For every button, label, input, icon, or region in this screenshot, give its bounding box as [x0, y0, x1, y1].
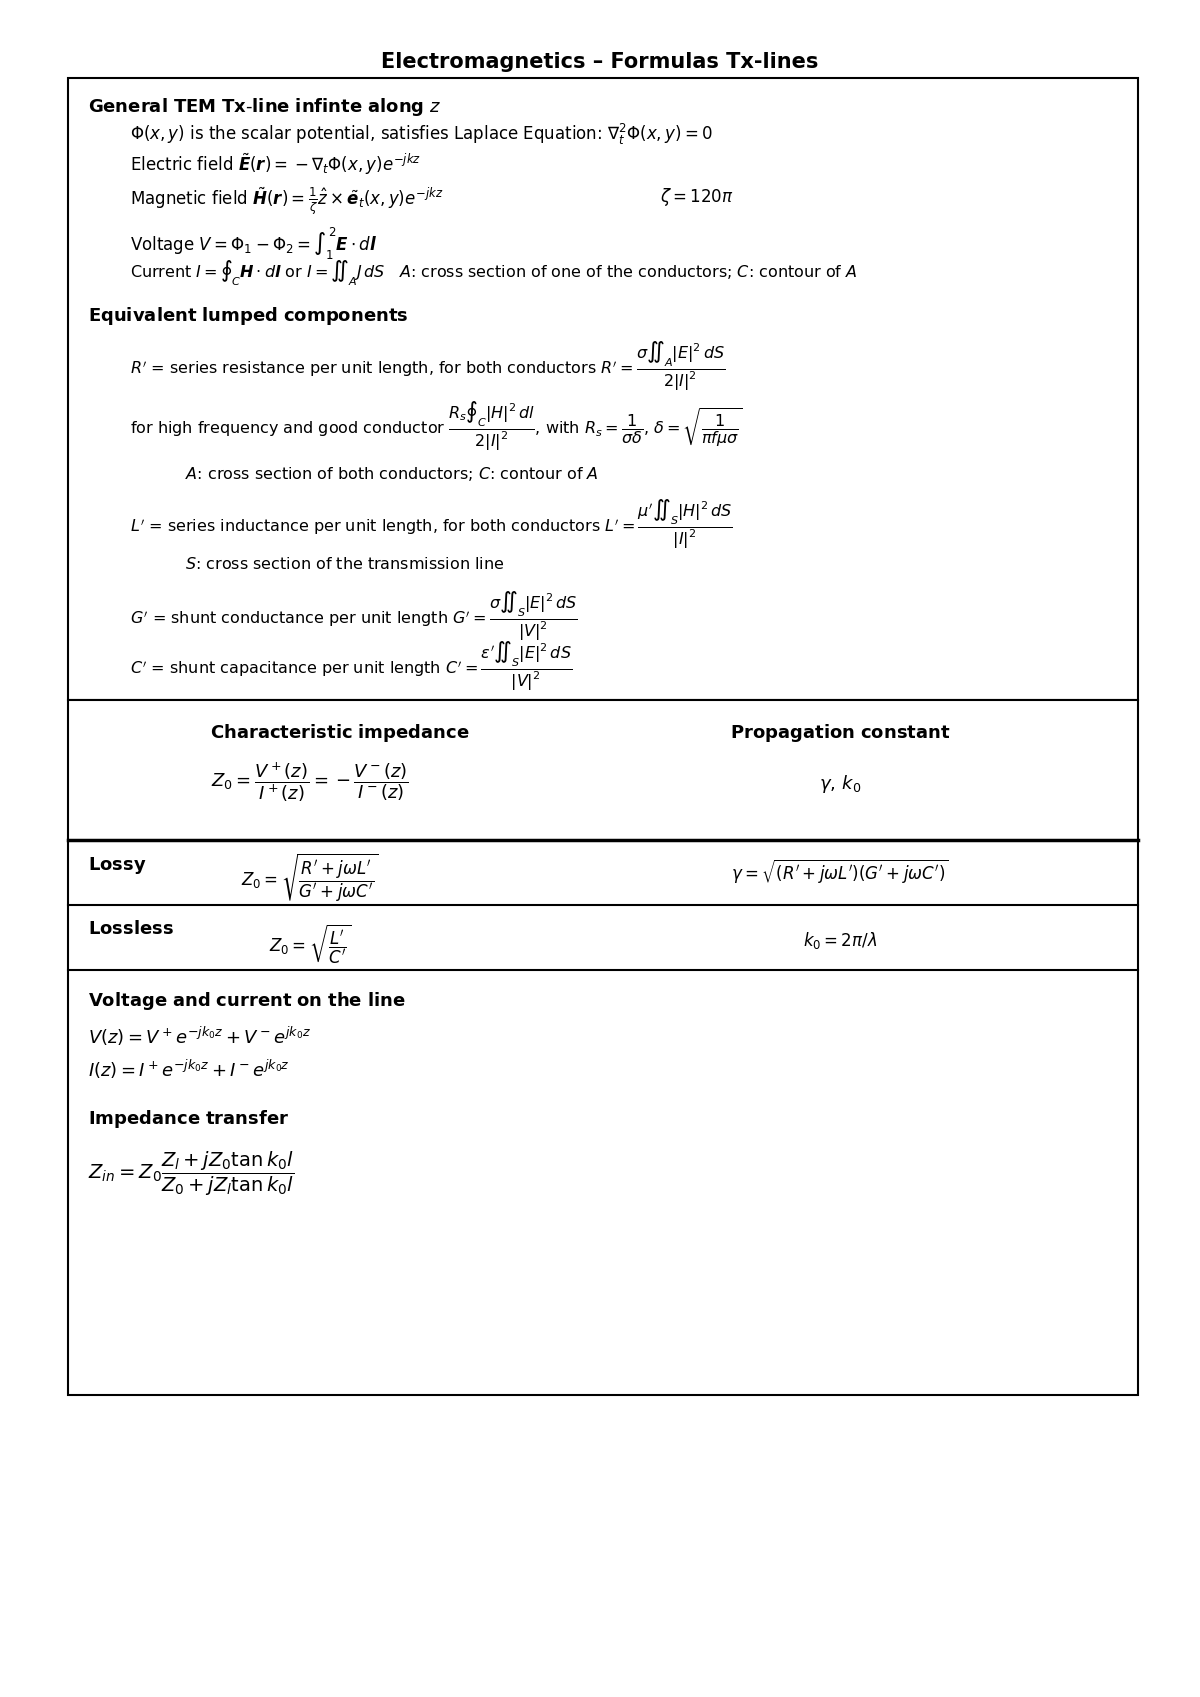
Text: $\Phi(x, y)$ is the scalar potential, satisfies Laplace Equation: $\nabla_t^2\Ph: $\Phi(x, y)$ is the scalar potential, sa…: [130, 122, 713, 148]
Bar: [68, 699, 1138, 1395]
Text: $\mathbf{Propagation\ constant}$: $\mathbf{Propagation\ constant}$: [730, 721, 950, 743]
Text: $S$: cross section of the transmission line: $S$: cross section of the transmission l…: [185, 557, 504, 572]
Text: $Z_0 = \sqrt{\dfrac{L'}{C'}}$: $Z_0 = \sqrt{\dfrac{L'}{C'}}$: [269, 921, 352, 966]
Text: $k_0 = 2\pi/\lambda$: $k_0 = 2\pi/\lambda$: [803, 930, 877, 950]
Bar: [68, 78, 1138, 699]
Text: $R'$ = series resistance per unit length, for both conductors $R' = \dfrac{\sigm: $R'$ = series resistance per unit length…: [130, 339, 726, 394]
Text: $\zeta = 120\pi$: $\zeta = 120\pi$: [660, 187, 733, 209]
Text: $C'$ = shunt capacitance per unit length $C' = \dfrac{\varepsilon'\iint_S|E|^2\,: $C'$ = shunt capacitance per unit length…: [130, 640, 572, 694]
Text: Current $I = \oint_C \boldsymbol{H} \cdot d\boldsymbol{l}$ or $I = \iint_A J\,dS: Current $I = \oint_C \boldsymbol{H} \cdo…: [130, 258, 858, 287]
Text: Electromagnetics – Formulas Tx-lines: Electromagnetics – Formulas Tx-lines: [382, 53, 818, 71]
Text: $\mathbf{Impedance\ transfer}$: $\mathbf{Impedance\ transfer}$: [88, 1108, 289, 1130]
Text: $G'$ = shunt conductance per unit length $G' = \dfrac{\sigma \iint_S|E|^2\,dS}{|: $G'$ = shunt conductance per unit length…: [130, 591, 578, 643]
Text: $\mathbf{Lossless}$: $\mathbf{Lossless}$: [88, 920, 174, 938]
Text: for high frequency and good conductor $\dfrac{R_s\oint_C|H|^2\,dl}{2|I|^2}$, wit: for high frequency and good conductor $\…: [130, 400, 743, 453]
Text: $\mathbf{Voltage\ and\ current\ on\ the\ line}$: $\mathbf{Voltage\ and\ current\ on\ the\…: [88, 989, 406, 1011]
Text: $\gamma = \sqrt{(R' + j\omega L')(G' + j\omega C')}$: $\gamma = \sqrt{(R' + j\omega L')(G' + j…: [731, 859, 949, 886]
Text: $\mathbf{Lossy}$: $\mathbf{Lossy}$: [88, 855, 146, 876]
Text: $I(z) = I^+e^{-jk_0z} + I^-e^{jk_0z}$: $I(z) = I^+e^{-jk_0z} + I^-e^{jk_0z}$: [88, 1057, 290, 1081]
Text: $L'$ = series inductance per unit length, for both conductors $L' = \dfrac{\mu'\: $L'$ = series inductance per unit length…: [130, 497, 733, 552]
Text: Voltage $V = \Phi_1 - \Phi_2 = \int_1^2 \boldsymbol{E} \cdot d\boldsymbol{l}$: Voltage $V = \Phi_1 - \Phi_2 = \int_1^2 …: [130, 226, 377, 261]
Text: $Z_{in} = Z_0\dfrac{Z_l + jZ_0\tan k_0 l}{Z_0 + jZ_l\tan k_0 l}$: $Z_{in} = Z_0\dfrac{Z_l + jZ_0\tan k_0 l…: [88, 1151, 294, 1198]
Text: $\mathbf{Characteristic\ impedance}$: $\mathbf{Characteristic\ impedance}$: [210, 721, 470, 743]
Text: $A$: cross section of both conductors; $C$: contour of $A$: $A$: cross section of both conductors; $…: [185, 465, 599, 484]
Text: Electric field $\tilde{\boldsymbol{E}}(\boldsymbol{r}) = -\nabla_t\Phi(x, y)e^{-: Electric field $\tilde{\boldsymbol{E}}(\…: [130, 153, 421, 176]
Text: $V(z) = V^+e^{-jk_0z} + V^-e^{jk_0z}$: $V(z) = V^+e^{-jk_0z} + V^-e^{jk_0z}$: [88, 1025, 311, 1049]
Text: $\mathbf{General\ TEM\ Tx\text{-}line\ infinte\ along}\ z$: $\mathbf{General\ TEM\ Tx\text{-}line\ i…: [88, 97, 442, 119]
Text: $Z_0 = \sqrt{\dfrac{R' + j\omega L'}{G' + j\omega C'}}$: $Z_0 = \sqrt{\dfrac{R' + j\omega L'}{G' …: [241, 852, 379, 905]
Text: $Z_0 = \dfrac{V^+(z)}{I^+(z)} = -\dfrac{V^-(z)}{I^-(z)}$: $Z_0 = \dfrac{V^+(z)}{I^+(z)} = -\dfrac{…: [211, 760, 409, 804]
Text: $\mathbf{Equivalent\ lumped\ components}$: $\mathbf{Equivalent\ lumped\ components}…: [88, 305, 408, 328]
Text: Magnetic field $\tilde{\boldsymbol{H}}(\boldsymbol{r}) = \frac{1}{\zeta}\hat{z} : Magnetic field $\tilde{\boldsymbol{H}}(\…: [130, 187, 444, 217]
Text: $\gamma,\, k_0$: $\gamma,\, k_0$: [818, 774, 862, 794]
